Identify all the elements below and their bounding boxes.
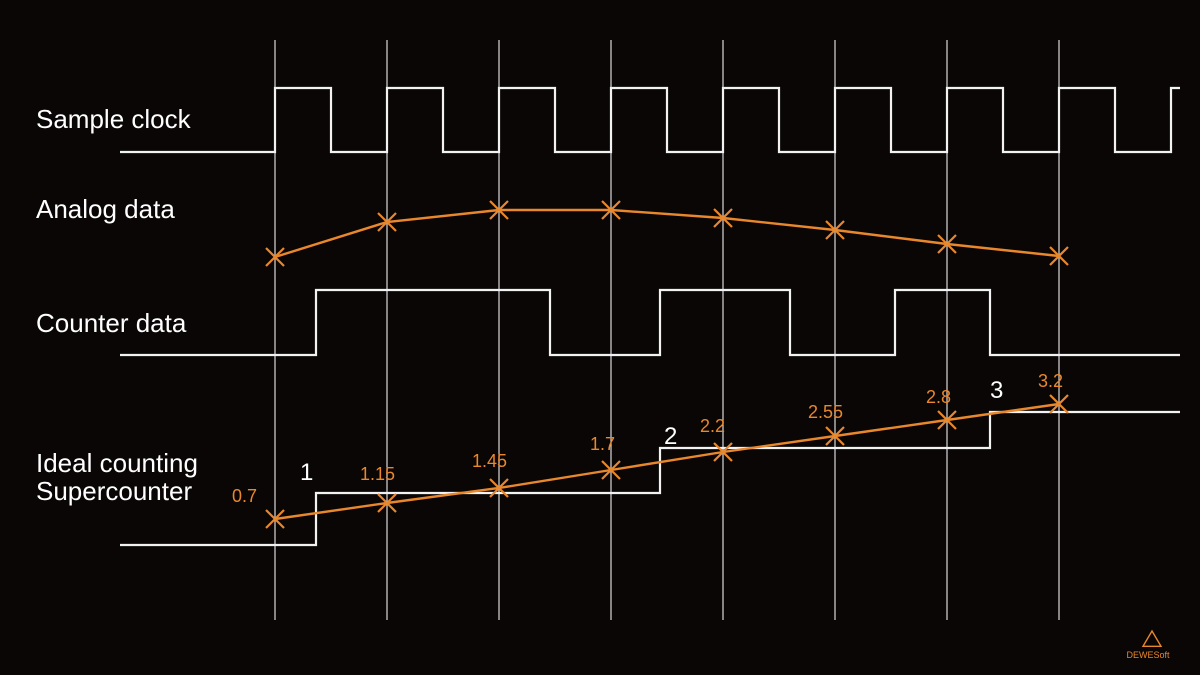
supercounter-value: 2.55 <box>808 402 843 422</box>
supercounter-value: 1.15 <box>360 464 395 484</box>
supercounter-value: 3.2 <box>1038 371 1063 391</box>
row-label: Analog data <box>36 194 175 224</box>
supercounter-value: 2.2 <box>700 416 725 436</box>
row-label: Sample clock <box>36 104 192 134</box>
step-label: 1 <box>300 459 313 486</box>
row-label: Counter data <box>36 308 187 338</box>
supercounter-value: 1.7 <box>590 434 615 454</box>
timing-diagram: Sample clock Analog data Counter data Ideal… <box>0 0 1200 675</box>
supercounter-value: 0.7 <box>232 486 257 506</box>
step-label: 3 <box>990 377 1003 404</box>
logo-text: DEWESoft <box>1126 650 1170 660</box>
step-label: 2 <box>664 423 677 450</box>
row-label: Supercounter <box>36 476 192 506</box>
row-label: Ideal counting <box>36 448 198 478</box>
supercounter-value: 2.8 <box>926 387 951 407</box>
supercounter-value: 1.45 <box>472 451 507 471</box>
